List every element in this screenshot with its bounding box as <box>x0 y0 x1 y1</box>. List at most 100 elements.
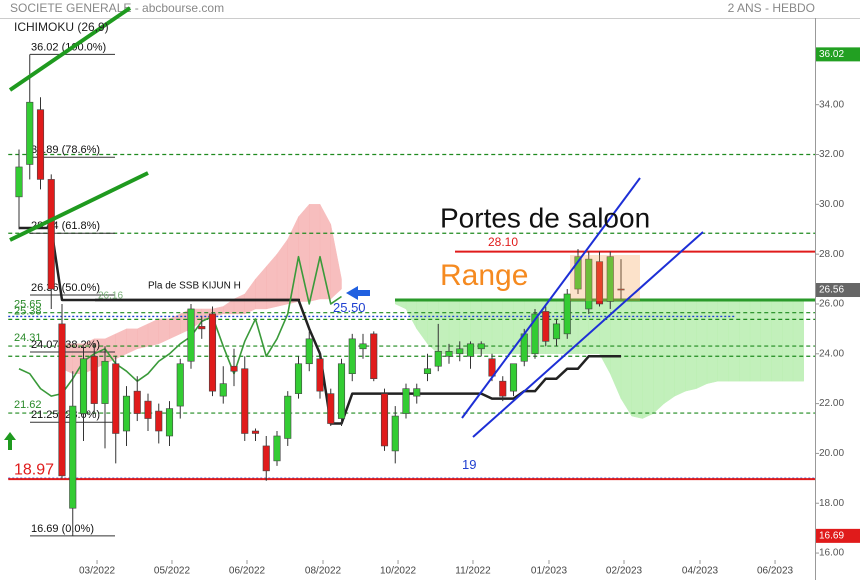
candle-body <box>477 343 485 350</box>
candle-body <box>155 410 163 432</box>
candle-body <box>47 179 55 290</box>
candle-body <box>219 383 227 397</box>
x-tick-label: 03/2022 <box>79 566 116 577</box>
price-tag-label: 26.56 <box>819 285 844 296</box>
candle-body <box>413 388 421 397</box>
candle-body <box>391 415 399 452</box>
arrow <box>4 432 16 450</box>
level-label: 24.31 <box>14 332 42 344</box>
level-label: 19 <box>462 457 476 472</box>
candle-body <box>606 256 614 302</box>
candle-body <box>542 311 550 342</box>
level-label: 25.65 <box>14 299 42 311</box>
candle-body <box>241 368 249 434</box>
cloud-segment <box>771 298 783 382</box>
axes: 16.00 18.00 20.00 22.00 24.00 26.00 28.00 30.00… <box>79 47 860 577</box>
candle-body <box>327 393 335 424</box>
candle-body <box>305 338 313 365</box>
fib-label: 31.89 (78.6%) <box>31 144 100 156</box>
candle-body <box>165 408 174 437</box>
candle-body <box>58 323 66 477</box>
cloud-segment <box>674 298 686 397</box>
cloud-segment <box>147 318 159 347</box>
x-tick-label: 01/2023 <box>531 566 568 577</box>
x-tick-label: 08/2022 <box>305 566 342 577</box>
candle-body <box>101 360 109 404</box>
cloud-segment <box>792 298 804 382</box>
candle-body <box>617 288 625 291</box>
level-label: 25.50 <box>333 300 366 315</box>
candle-body <box>456 348 464 355</box>
level-label: 28.10 <box>488 235 518 249</box>
candle-body <box>499 380 507 397</box>
candle-body <box>585 258 593 310</box>
candle-body <box>69 405 77 509</box>
x-tick-label: 11/2022 <box>455 566 491 577</box>
candle-body <box>176 363 184 407</box>
x-tick-label: 04/2023 <box>682 566 719 577</box>
candle-body <box>595 261 604 305</box>
candles <box>15 54 625 536</box>
cloud-segment <box>298 203 310 302</box>
fib-label: 16.69 (0.0%) <box>31 523 94 535</box>
candle-body <box>262 445 270 472</box>
candle-body <box>133 390 141 414</box>
candle-body <box>208 313 217 392</box>
price-tag-label: 16.69 <box>819 531 844 542</box>
y-tick-label: 26.00 <box>819 299 844 310</box>
level-label: 25.38 <box>14 305 42 317</box>
x-tick-label: 02/2023 <box>606 566 643 577</box>
period: 2 ANS - HEBDO <box>728 1 815 15</box>
y-tick-label: 20.00 <box>819 448 844 459</box>
candle-body <box>531 313 539 355</box>
level-label: 18.97 <box>14 461 54 478</box>
candle-body <box>348 338 356 375</box>
cloud-segment <box>717 298 729 382</box>
price-tag <box>816 47 860 62</box>
x-tick-label: 06/2023 <box>757 566 794 577</box>
level-label: 21.62 <box>14 399 42 411</box>
candle-body <box>466 343 475 357</box>
candle-body <box>574 256 582 290</box>
range-box <box>570 255 640 301</box>
y-tick-label: 18.00 <box>819 498 844 509</box>
candle-body <box>359 343 367 350</box>
candle-body <box>552 323 561 340</box>
candle-body <box>90 355 98 404</box>
cloud-segment <box>663 298 675 405</box>
price-tag <box>816 528 860 543</box>
candle-body <box>15 166 23 198</box>
y-tick-label: 16.00 <box>819 548 844 559</box>
cloud-segment <box>782 298 794 382</box>
candle-body <box>509 363 518 392</box>
candle-body <box>434 350 442 367</box>
y-tick-label: 32.00 <box>819 149 844 160</box>
price-tag-label: 36.02 <box>819 49 844 60</box>
candle-body <box>26 101 34 165</box>
annotation: Range <box>440 259 528 292</box>
cloud-segment <box>104 333 116 365</box>
cloud <box>61 203 804 419</box>
channel-line <box>472 231 704 438</box>
candle-body <box>144 400 152 419</box>
annotation: Portes de saloon <box>440 202 650 233</box>
y-tick-label: 24.00 <box>819 348 844 359</box>
candle-body <box>563 293 571 335</box>
candle-body <box>198 326 206 330</box>
candle-body <box>380 393 389 447</box>
y-tick-label: 30.00 <box>819 199 844 210</box>
candle-body <box>370 333 378 379</box>
x-tick-label: 06/2022 <box>229 566 266 577</box>
trend-line <box>9 171 149 242</box>
candle-body <box>316 358 324 392</box>
cloud-segment <box>728 298 740 382</box>
y-tick-label: 28.00 <box>819 249 844 260</box>
candle-body <box>402 388 410 414</box>
chart-title: SOCIETE GENERALE - abcbourse.com <box>10 1 224 15</box>
x-tick-label: 10/2022 <box>380 566 417 577</box>
candle-body <box>187 308 195 362</box>
candle-body <box>122 395 131 432</box>
candle-body <box>251 430 260 434</box>
